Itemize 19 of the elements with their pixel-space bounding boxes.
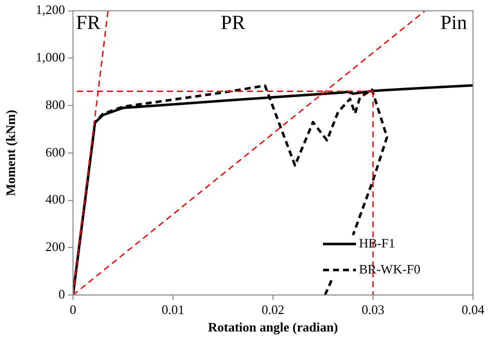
y-tick-label: 0 [58,286,65,302]
annotation: Pin [440,12,467,34]
legend-label: BR-WK-F0 [359,261,420,276]
x-tick-label: 0.04 [462,302,485,318]
annotation: FR [76,12,102,34]
y-tick-label: 1,000 [36,50,65,65]
y-tick-label: 400 [46,192,65,207]
y-tick-label: 600 [46,144,65,160]
x-tick-label: 0.03 [362,302,384,318]
y-axis-title: Moment (kNm) [3,110,18,196]
x-tick-label: 0 [70,302,76,318]
x-tick-label: 0.01 [162,302,184,318]
x-axis-title: Rotation angle (radian) [208,320,338,335]
y-tick-label: 800 [46,96,65,112]
y-tick-label: 1,200 [36,2,65,18]
x-tick-label: 0.02 [262,302,284,318]
y-tick-label: 200 [46,239,65,254]
legend-label: HB-F1 [359,235,396,250]
annotation: PR [220,12,246,34]
